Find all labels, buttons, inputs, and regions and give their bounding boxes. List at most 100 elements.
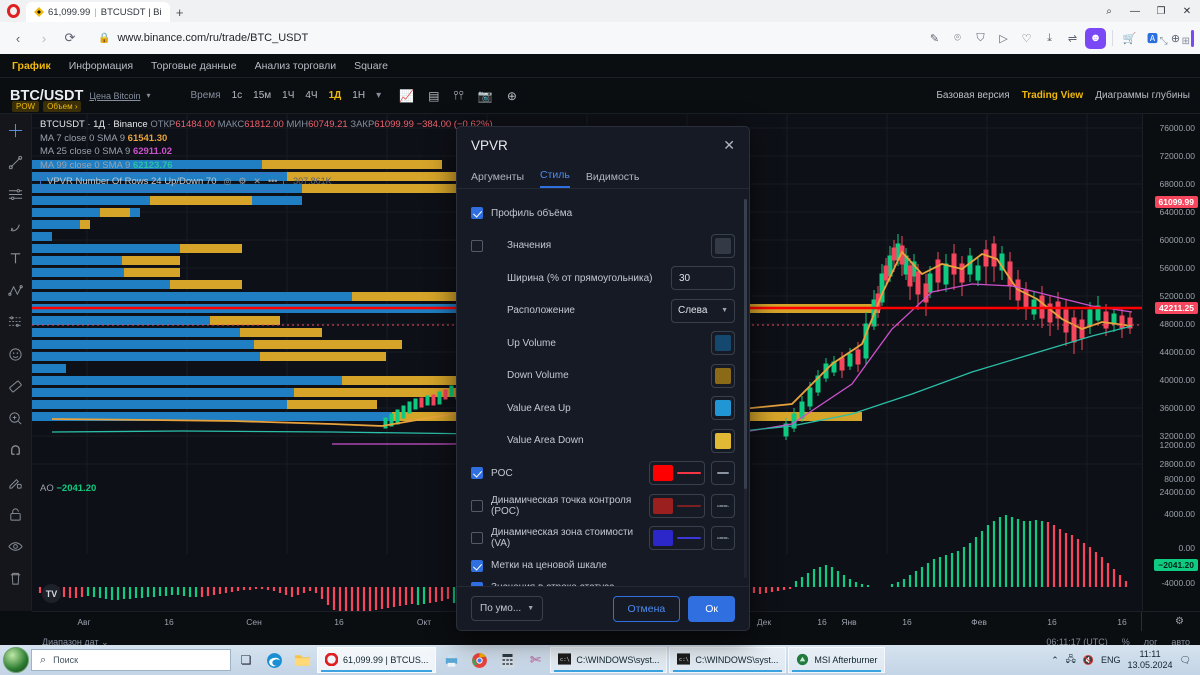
calculator-icon[interactable] [494, 647, 520, 673]
tab-style[interactable]: Стиль [540, 169, 570, 188]
snipping-tool-icon[interactable]: ✄ [529, 652, 541, 667]
text-icon[interactable] [5, 248, 27, 268]
defaults-button[interactable]: По умо... ▼ [471, 596, 544, 621]
pair-subtitle-link[interactable]: Цена Bitcoin [89, 90, 141, 101]
minimize-button[interactable]: — [1130, 5, 1140, 17]
close-icon[interactable]: ✕ [723, 137, 735, 153]
compare-icon[interactable]: ⫯⫯ [453, 88, 464, 102]
legend-ma99[interactable]: MA 99 close 0 SMA 9 62123.76 [40, 159, 493, 173]
row-values[interactable]: Значения [457, 230, 749, 263]
settings-icon[interactable]: ⚙ [238, 176, 247, 186]
color-line-dynamic-poc[interactable] [649, 493, 705, 518]
maximize-button[interactable]: ❐ [1156, 5, 1166, 17]
address-bar[interactable]: 🔒 www.binance.com/ru/trade/BTC_USDT [88, 26, 918, 50]
volume-mute-icon[interactable]: 🔇 [1082, 654, 1094, 665]
cart-icon[interactable]: 🛒 [1122, 32, 1137, 45]
notifications-icon[interactable]: 🗨 [1179, 654, 1191, 665]
swatch-value-area-up[interactable] [711, 396, 735, 421]
eye-icon[interactable] [5, 536, 27, 556]
linestyle-dynamic-va[interactable] [711, 526, 735, 551]
linestyle-poc[interactable] [711, 461, 735, 486]
chart-type-icon[interactable]: 📈 [399, 88, 415, 103]
sidebar-handle[interactable] [1191, 29, 1194, 47]
zoom-icon[interactable] [5, 408, 27, 428]
checkbox-dynamic-poc[interactable] [471, 499, 483, 512]
network-icon[interactable]: 🖧 [1065, 654, 1076, 664]
row-value-area-up[interactable]: Value Area Up [457, 392, 749, 425]
download-icon[interactable]: ⤓ [1047, 31, 1052, 44]
swatch-down-volume[interactable] [711, 363, 735, 388]
row-volume-profile[interactable]: Профиль объёма [457, 197, 749, 230]
pair-dropdown-icon[interactable]: ▾ [146, 91, 151, 100]
heart-icon[interactable]: ♡ [1021, 32, 1032, 45]
edge-icon[interactable] [261, 647, 287, 673]
globe-icon[interactable]: ⊕ [1170, 32, 1181, 45]
cancel-button[interactable]: Отмена [612, 595, 681, 622]
checkbox-price-scale-labels[interactable] [471, 559, 483, 572]
price-axis[interactable]: 76000.00 72000.00 68000.00 64000.00 6000… [1142, 114, 1200, 611]
task-view-icon[interactable]: ❏ [240, 653, 252, 667]
search-input[interactable]: ⌕ Поиск [31, 649, 231, 671]
start-button[interactable] [3, 647, 29, 673]
row-dynamic-poc[interactable]: Динамическая точка контроля (POC) [457, 490, 749, 523]
file-explorer-icon[interactable] [289, 647, 315, 673]
shield-icon[interactable]: ⛉ [976, 31, 985, 44]
reload-button[interactable]: ⟳ [64, 30, 76, 45]
checkbox-dynamic-va[interactable] [471, 532, 483, 545]
timeframe-1s[interactable]: 1с [231, 90, 243, 101]
select-placement[interactable]: Слева ▼ [671, 298, 735, 323]
trash-icon[interactable] [5, 568, 27, 588]
color-line-dynamic-va[interactable] [649, 526, 705, 551]
checkbox-values[interactable] [471, 239, 483, 252]
ok-button[interactable]: Ок [688, 595, 735, 622]
sliders-icon[interactable]: ⇌ [1067, 32, 1078, 45]
more-icon[interactable]: ••• [267, 176, 278, 186]
row-price-scale-labels[interactable]: Метки на ценовой шкале [457, 555, 749, 577]
crosshair-icon[interactable] [5, 120, 27, 140]
fib-icon[interactable] [5, 312, 27, 332]
nav-item-chart[interactable]: График [12, 59, 51, 72]
row-up-volume[interactable]: Up Volume [457, 327, 749, 360]
chart-settings-icon[interactable]: ⚙ [1175, 616, 1184, 627]
timeframe-4h[interactable]: 4Ч [305, 90, 318, 101]
back-button[interactable]: ‹ [15, 30, 21, 46]
tab-arguments[interactable]: Аргументы [471, 171, 525, 183]
layout-grid-icon[interactable]: ⊞ [1181, 36, 1190, 47]
nav-item-square[interactable]: Square [354, 59, 388, 72]
nav-item-info[interactable]: Информация [68, 59, 134, 72]
ruler-icon[interactable] [5, 376, 27, 396]
close-button[interactable]: ✕ [1182, 5, 1192, 17]
taskbar-item-opera[interactable]: 61,099.99 | BTCUS... [317, 647, 437, 673]
scrollbar-thumb[interactable] [744, 199, 747, 489]
taskbar-item-console-2[interactable]: c:\ C:\WINDOWS\syst... [669, 647, 787, 673]
row-down-volume[interactable]: Down Volume [457, 360, 749, 393]
linestyle-dynamic-poc[interactable] [711, 493, 735, 518]
indicators-icon[interactable]: ▤ [428, 88, 440, 103]
chrome-icon[interactable] [466, 647, 492, 673]
input-width[interactable] [671, 266, 735, 291]
timeframe-more-icon[interactable]: ▾ [376, 90, 382, 101]
taskbar-item-afterburner[interactable]: MSI Afterburner [788, 647, 886, 673]
log-scale-button[interactable]: лог [1143, 637, 1158, 647]
checkbox-status-line-values[interactable] [471, 581, 483, 586]
nav-item-trading-analysis[interactable]: Анализ торговли [254, 59, 337, 72]
row-value-area-down[interactable]: Value Area Down [457, 425, 749, 458]
row-placement[interactable]: Расположение Слева ▼ [457, 295, 749, 328]
checkbox-poc[interactable] [471, 467, 483, 480]
tab-visibility[interactable]: Видимость [585, 171, 640, 183]
send-icon[interactable]: ▷ [999, 32, 1008, 45]
add-indicator-icon[interactable]: ⊕ [506, 88, 517, 103]
trendline-icon[interactable] [5, 152, 27, 172]
view-basic[interactable]: Базовая версия [936, 90, 1010, 101]
pencil-lock-icon[interactable] [5, 472, 27, 492]
swatch-value-area-down[interactable] [711, 428, 735, 453]
swatch-up-volume[interactable] [711, 331, 735, 356]
timeframe-15m[interactable]: 15м [253, 90, 272, 101]
tray-chevron-icon[interactable]: ⌃ [1051, 654, 1059, 665]
brush-icon[interactable] [5, 216, 27, 236]
utc-clock[interactable]: 06:11:17 (UTC) [1046, 637, 1108, 647]
snapshot-icon[interactable]: 📷 [477, 88, 493, 103]
timeframe-1h[interactable]: 1Ч [282, 90, 295, 101]
clock[interactable]: 11:11 13.05.2024 [1128, 649, 1173, 671]
color-line-poc[interactable] [649, 461, 705, 486]
